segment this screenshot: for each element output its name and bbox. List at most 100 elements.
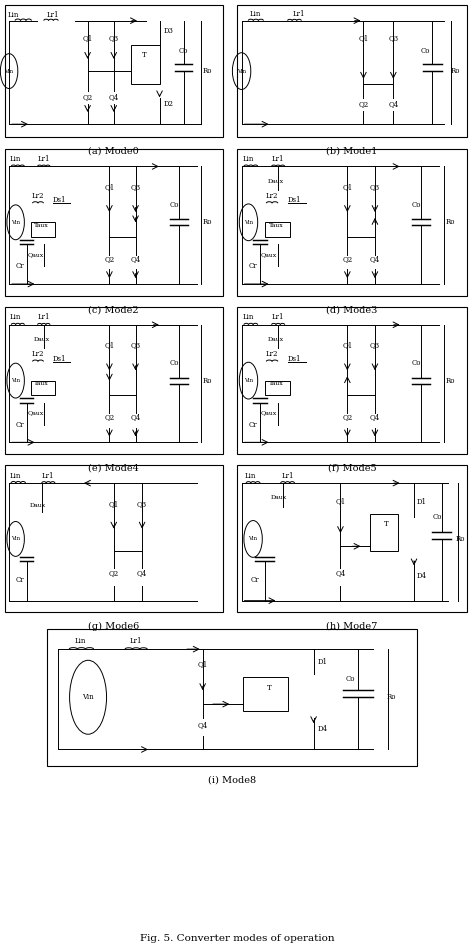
Text: (i) Mode8: (i) Mode8: [208, 775, 256, 784]
Text: D4: D4: [317, 725, 327, 733]
Text: Q3: Q3: [130, 341, 141, 350]
Text: Ds1: Ds1: [288, 196, 301, 204]
Bar: [47, 629, 417, 766]
Text: Q2: Q2: [104, 255, 115, 263]
Text: (e) Mode4: (e) Mode4: [88, 464, 139, 472]
Text: Ro: Ro: [203, 376, 212, 385]
Text: (d) Mode3: (d) Mode3: [326, 305, 378, 314]
Text: Lin: Lin: [8, 11, 19, 19]
Text: Q2: Q2: [109, 569, 119, 576]
Text: Cr: Cr: [251, 576, 260, 584]
Text: Vin: Vin: [244, 220, 253, 225]
Text: Ro: Ro: [203, 67, 212, 75]
Text: Taux: Taux: [35, 223, 49, 228]
Text: Q4: Q4: [130, 255, 141, 263]
Text: Qaux: Qaux: [261, 410, 277, 415]
Text: Lin: Lin: [243, 314, 254, 321]
Text: Q1: Q1: [104, 183, 115, 191]
Text: Lr1: Lr1: [46, 11, 59, 19]
Text: Q1: Q1: [104, 341, 115, 350]
Text: Vin: Vin: [11, 537, 20, 541]
Text: Ro: Ro: [386, 693, 396, 702]
Text: D1: D1: [416, 499, 426, 506]
Text: Lr2: Lr2: [265, 191, 278, 200]
Text: Lr1: Lr1: [38, 314, 50, 321]
Bar: [264, 381, 290, 395]
Text: Co: Co: [170, 201, 180, 209]
Text: Lr1: Lr1: [293, 10, 305, 18]
Bar: [237, 307, 467, 454]
Text: Lin: Lin: [10, 472, 21, 480]
Text: (a) Mode0: (a) Mode0: [88, 147, 139, 155]
Text: Lr2: Lr2: [31, 350, 44, 358]
Text: Q1: Q1: [335, 497, 346, 504]
Text: Q3: Q3: [370, 341, 380, 350]
Text: Co: Co: [411, 359, 421, 367]
Text: Lin: Lin: [250, 10, 261, 18]
Text: Lr1: Lr1: [130, 637, 142, 645]
Text: (f) Mode5: (f) Mode5: [328, 464, 376, 472]
Bar: [5, 5, 223, 137]
Bar: [237, 465, 467, 612]
Text: Q4: Q4: [130, 413, 141, 421]
Text: Q1: Q1: [109, 500, 119, 508]
Bar: [370, 514, 398, 551]
Text: Lr2: Lr2: [31, 191, 44, 200]
Text: Co: Co: [170, 359, 180, 367]
Text: Q4: Q4: [335, 569, 346, 576]
Text: Cr: Cr: [16, 421, 24, 428]
Text: Qaux: Qaux: [261, 252, 277, 257]
Text: Lin: Lin: [10, 155, 21, 163]
Text: Daux: Daux: [29, 502, 46, 507]
Text: Q3: Q3: [388, 34, 398, 42]
Text: Vin: Vin: [11, 378, 20, 383]
Text: (h) Mode7: (h) Mode7: [326, 622, 378, 630]
Text: Vin: Vin: [237, 68, 246, 74]
Text: Q2: Q2: [342, 255, 353, 263]
Text: D3: D3: [164, 27, 174, 35]
Text: Lr1: Lr1: [282, 472, 294, 480]
Text: Daux: Daux: [34, 337, 50, 342]
Text: Q4: Q4: [109, 94, 119, 101]
Text: Lr1: Lr1: [38, 155, 50, 163]
Bar: [131, 45, 160, 84]
Text: Daux: Daux: [270, 495, 286, 501]
Text: Qaux: Qaux: [27, 252, 44, 257]
Text: Co: Co: [432, 513, 442, 520]
Text: Q4: Q4: [388, 100, 399, 108]
Text: Cr: Cr: [16, 576, 24, 584]
Text: T: T: [142, 51, 146, 59]
Bar: [237, 5, 467, 137]
Text: Ds1: Ds1: [53, 196, 66, 204]
Text: Lr2: Lr2: [265, 350, 278, 358]
Text: Lin: Lin: [243, 155, 254, 163]
Text: Vin: Vin: [82, 693, 94, 702]
Text: Ro: Ro: [203, 218, 212, 227]
Text: Q4: Q4: [370, 413, 380, 421]
Text: Q3: Q3: [109, 34, 119, 42]
Text: Q4: Q4: [137, 569, 147, 576]
Text: Ds1: Ds1: [53, 355, 66, 362]
Text: Vin: Vin: [248, 537, 258, 541]
Text: Q1: Q1: [342, 183, 353, 191]
Bar: [5, 307, 223, 454]
Bar: [237, 149, 467, 296]
Text: Ro: Ro: [451, 67, 460, 75]
Text: Taux: Taux: [269, 223, 283, 228]
Bar: [31, 381, 55, 395]
Text: Lin: Lin: [10, 314, 21, 321]
Text: Q2: Q2: [358, 100, 369, 108]
Text: Vin: Vin: [244, 378, 253, 383]
Text: D1: D1: [317, 658, 327, 665]
Text: Fig. 5. Converter modes of operation: Fig. 5. Converter modes of operation: [140, 935, 334, 943]
Text: Q2: Q2: [342, 413, 353, 421]
Text: Ro: Ro: [446, 376, 456, 385]
Text: Cr: Cr: [249, 421, 257, 428]
Text: Lin: Lin: [245, 472, 256, 480]
Text: Q1: Q1: [342, 341, 353, 350]
Text: D2: D2: [164, 100, 174, 108]
Text: Taux: Taux: [35, 381, 49, 386]
Text: Q4: Q4: [370, 255, 380, 263]
Text: Vin: Vin: [11, 220, 20, 225]
Text: Q3: Q3: [370, 183, 380, 191]
